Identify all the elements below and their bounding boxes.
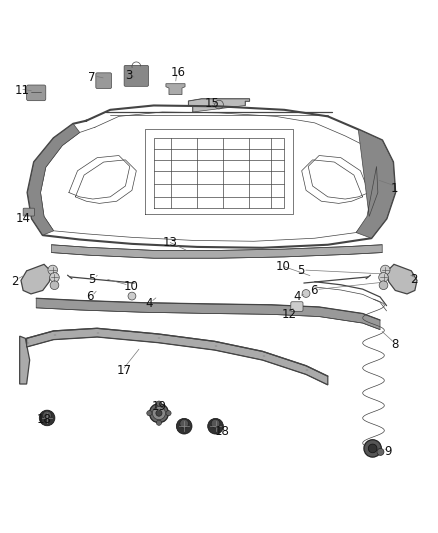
- Polygon shape: [188, 99, 250, 112]
- Polygon shape: [20, 336, 30, 384]
- Circle shape: [156, 410, 162, 416]
- Circle shape: [180, 419, 188, 428]
- Text: 4: 4: [293, 290, 300, 303]
- Circle shape: [50, 281, 59, 289]
- Circle shape: [156, 420, 162, 425]
- Polygon shape: [356, 130, 395, 238]
- Circle shape: [381, 265, 390, 275]
- Circle shape: [152, 407, 166, 419]
- Text: 12: 12: [282, 308, 297, 321]
- FancyBboxPatch shape: [291, 302, 303, 311]
- Circle shape: [43, 411, 51, 419]
- Text: 4: 4: [145, 297, 152, 310]
- Text: 2: 2: [410, 273, 418, 286]
- Circle shape: [39, 410, 55, 426]
- Text: 16: 16: [171, 66, 186, 79]
- Text: 8: 8: [391, 338, 398, 351]
- Text: 10: 10: [276, 260, 290, 273]
- Circle shape: [156, 401, 162, 406]
- Polygon shape: [36, 298, 380, 329]
- Text: 15: 15: [205, 97, 220, 110]
- Circle shape: [128, 292, 136, 300]
- Circle shape: [377, 448, 384, 455]
- Text: 13: 13: [162, 236, 177, 249]
- Text: 18: 18: [215, 424, 230, 438]
- Polygon shape: [166, 84, 185, 94]
- Circle shape: [166, 410, 171, 416]
- Circle shape: [211, 419, 220, 428]
- Circle shape: [177, 418, 192, 434]
- Polygon shape: [28, 124, 80, 235]
- Circle shape: [49, 272, 59, 282]
- FancyBboxPatch shape: [23, 208, 35, 216]
- Text: 14: 14: [15, 212, 30, 225]
- Text: 5: 5: [297, 264, 305, 277]
- Text: 18: 18: [37, 413, 52, 426]
- Polygon shape: [387, 264, 417, 294]
- Circle shape: [368, 444, 377, 453]
- FancyBboxPatch shape: [124, 66, 148, 86]
- Text: 9: 9: [385, 445, 392, 458]
- Text: 10: 10: [123, 280, 138, 293]
- Circle shape: [48, 265, 57, 275]
- Text: 17: 17: [117, 365, 132, 377]
- Polygon shape: [27, 328, 328, 385]
- Text: 6: 6: [86, 290, 94, 303]
- Circle shape: [208, 418, 223, 434]
- Circle shape: [147, 410, 152, 416]
- Text: 19: 19: [152, 400, 166, 413]
- Polygon shape: [21, 264, 51, 294]
- Text: 2: 2: [11, 275, 18, 288]
- Circle shape: [364, 440, 381, 457]
- Circle shape: [379, 281, 388, 289]
- Polygon shape: [51, 245, 382, 258]
- Text: 6: 6: [311, 284, 318, 297]
- Circle shape: [379, 272, 389, 282]
- Circle shape: [302, 289, 310, 297]
- Text: 5: 5: [88, 273, 96, 286]
- FancyBboxPatch shape: [96, 73, 112, 88]
- Circle shape: [149, 403, 169, 423]
- Text: 7: 7: [88, 71, 96, 84]
- Text: 11: 11: [14, 84, 29, 96]
- FancyBboxPatch shape: [27, 85, 46, 101]
- Text: 1: 1: [391, 182, 399, 195]
- Text: 3: 3: [125, 69, 133, 82]
